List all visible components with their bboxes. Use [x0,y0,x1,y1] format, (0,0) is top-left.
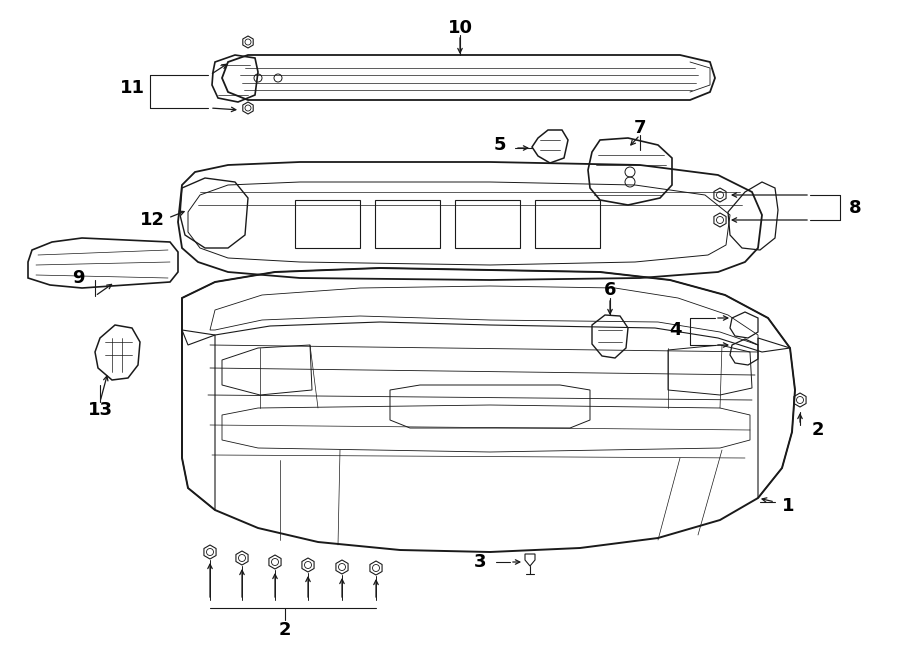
Text: 5: 5 [494,136,506,154]
Text: 4: 4 [669,321,681,339]
Text: 7: 7 [634,119,646,137]
Text: 1: 1 [782,497,794,515]
Text: 6: 6 [604,281,617,299]
Text: 8: 8 [849,199,861,217]
Text: 12: 12 [140,211,165,229]
Text: 2: 2 [279,621,292,639]
Text: 3: 3 [473,553,486,571]
Text: 11: 11 [120,79,145,97]
Text: 13: 13 [87,401,112,419]
Text: 10: 10 [447,19,473,37]
Text: 2: 2 [812,421,824,439]
Text: 9: 9 [72,269,85,287]
